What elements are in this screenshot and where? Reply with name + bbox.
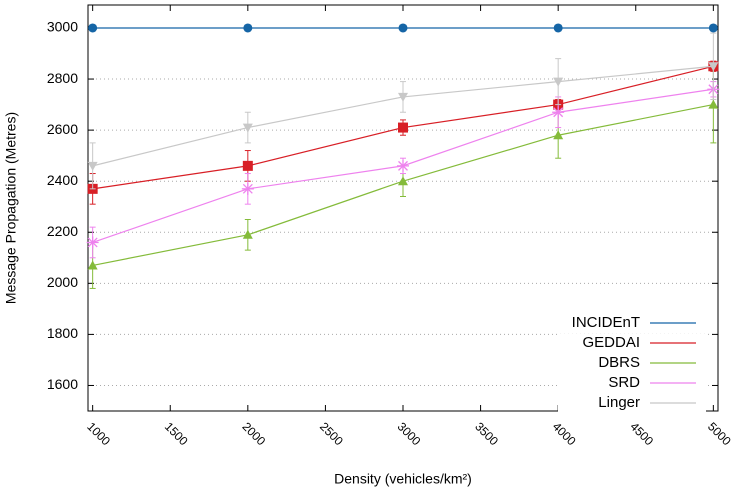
legend-bg xyxy=(558,354,706,372)
legend-label: Linger xyxy=(598,394,640,411)
y-axis-label: Message Propagation (Metres) xyxy=(3,112,19,304)
marker xyxy=(243,23,253,33)
marker xyxy=(241,182,254,195)
x-tick-label: 1000 xyxy=(84,419,113,448)
marker xyxy=(708,62,719,72)
marker xyxy=(397,159,409,172)
marker xyxy=(242,123,253,133)
x-axis-label: Density (vehicles/km²) xyxy=(334,471,472,487)
marker xyxy=(87,260,98,270)
x-tick-label: 1500 xyxy=(162,419,191,448)
marker xyxy=(708,23,718,33)
x-tick-label: 3000 xyxy=(395,419,424,448)
x-tick-label: 4000 xyxy=(550,419,579,448)
marker xyxy=(398,23,408,33)
marker xyxy=(86,236,99,249)
y-tick-label: 1600 xyxy=(47,376,78,392)
legend-label: GEDDAI xyxy=(582,334,640,351)
y-tick-label: 2400 xyxy=(47,172,78,188)
marker xyxy=(87,161,98,171)
plot-frame xyxy=(87,4,719,412)
y-tick-label: 2000 xyxy=(47,274,78,290)
y-tick-label: 3000 xyxy=(47,19,78,35)
legend-label: DBRS xyxy=(598,354,640,371)
y-tick-label: 2800 xyxy=(47,70,78,86)
marker xyxy=(398,176,408,186)
legend-label: SRD xyxy=(608,374,640,391)
x-tick-label: 2000 xyxy=(239,419,268,448)
marker-stroke xyxy=(398,160,408,171)
marker xyxy=(552,106,565,119)
marker xyxy=(553,23,563,33)
x-tick-label: 4500 xyxy=(627,419,656,448)
legend-label: INCIDEnT xyxy=(572,314,640,331)
marker xyxy=(398,92,408,102)
marker xyxy=(553,130,564,140)
x-tick-label: 2500 xyxy=(317,419,346,448)
legend-bg xyxy=(558,334,706,352)
marker-stroke xyxy=(242,183,253,194)
marker-stroke xyxy=(87,237,98,248)
y-tick-label: 2200 xyxy=(47,223,78,239)
marker-stroke xyxy=(553,107,564,118)
marker xyxy=(242,160,253,171)
y-tick-label: 1800 xyxy=(47,325,78,341)
marker xyxy=(88,23,98,33)
marker xyxy=(553,77,564,87)
legend-bg xyxy=(558,394,706,412)
x-tick-label: 3500 xyxy=(472,419,501,448)
legend-bg xyxy=(558,314,706,332)
marker xyxy=(708,99,719,109)
legend-bg xyxy=(558,374,706,392)
marker xyxy=(398,122,408,133)
marker xyxy=(242,229,253,239)
x-tick-label: 5000 xyxy=(705,419,734,448)
y-tick-label: 2600 xyxy=(47,121,78,137)
